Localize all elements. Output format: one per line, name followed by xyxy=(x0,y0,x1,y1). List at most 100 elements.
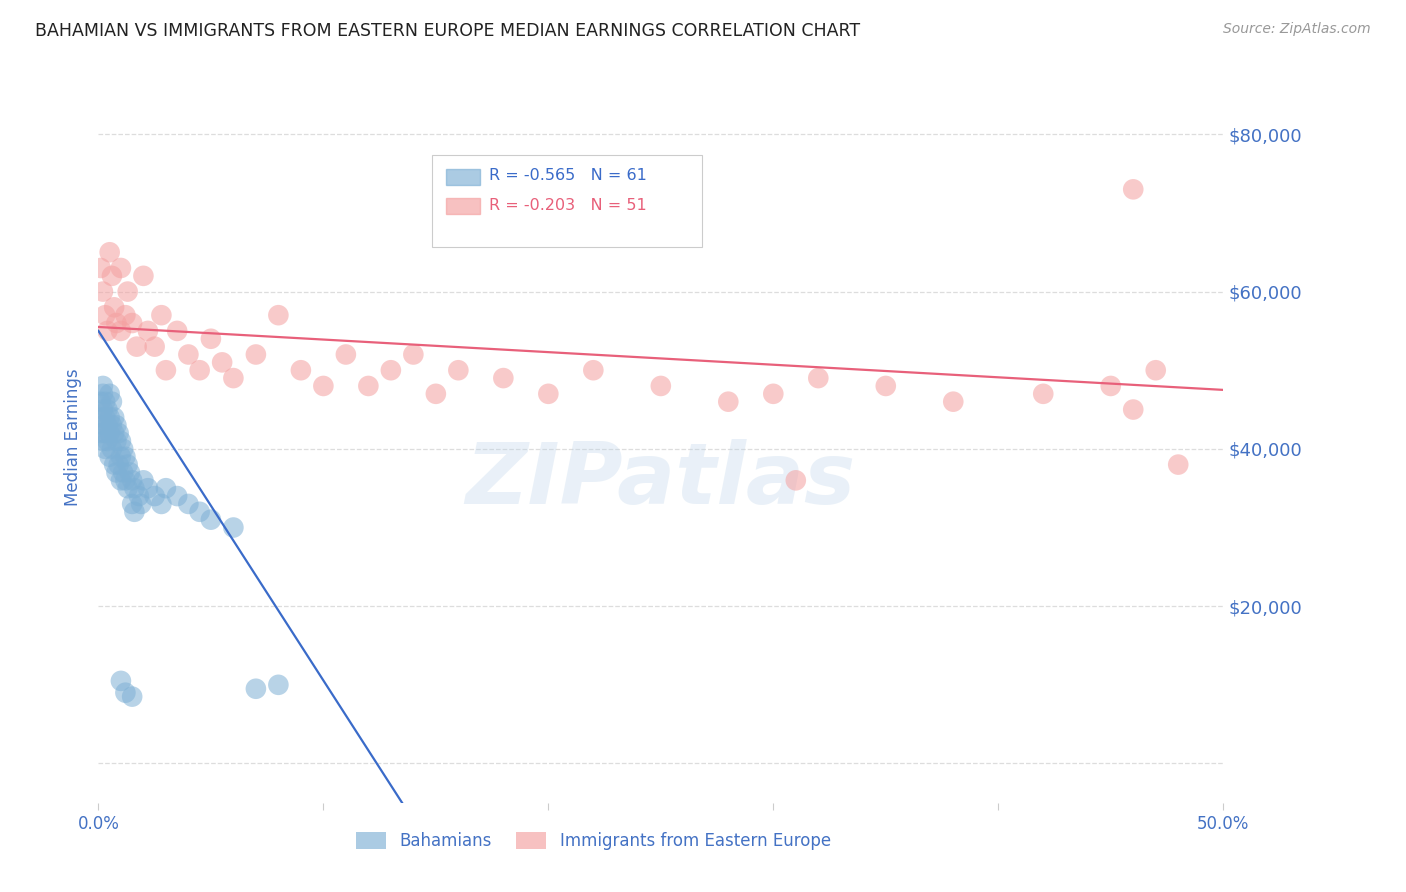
Point xyxy=(129,497,152,511)
Point xyxy=(94,410,117,425)
Point xyxy=(110,450,132,464)
Point xyxy=(136,324,159,338)
Point xyxy=(90,426,112,441)
Point xyxy=(222,371,245,385)
Point xyxy=(132,473,155,487)
Point xyxy=(94,442,117,456)
Point xyxy=(91,379,114,393)
Point xyxy=(98,387,121,401)
Point xyxy=(1167,458,1189,472)
Text: R = -0.565   N = 61: R = -0.565 N = 61 xyxy=(489,169,647,184)
Point xyxy=(103,301,125,315)
Point xyxy=(91,418,114,433)
Point xyxy=(101,268,124,283)
Point xyxy=(114,473,136,487)
Point xyxy=(290,363,312,377)
Point xyxy=(90,260,112,275)
Point xyxy=(107,426,129,441)
Point xyxy=(267,308,290,322)
Point xyxy=(103,458,125,472)
Point xyxy=(166,489,188,503)
Point xyxy=(1099,379,1122,393)
Point xyxy=(91,285,114,299)
Point xyxy=(132,268,155,283)
Point xyxy=(107,458,129,472)
Text: Source: ZipAtlas.com: Source: ZipAtlas.com xyxy=(1223,22,1371,37)
Point xyxy=(121,690,143,704)
Point xyxy=(200,332,222,346)
Point xyxy=(267,678,290,692)
Point xyxy=(335,347,357,361)
Point xyxy=(91,402,114,417)
Point xyxy=(312,379,335,393)
Point xyxy=(103,426,125,441)
Point xyxy=(124,481,146,495)
Point xyxy=(785,473,807,487)
Point xyxy=(143,340,166,354)
Point xyxy=(90,394,112,409)
Point xyxy=(650,379,672,393)
Point xyxy=(128,489,150,503)
Text: BAHAMIAN VS IMMIGRANTS FROM EASTERN EUROPE MEDIAN EARNINGS CORRELATION CHART: BAHAMIAN VS IMMIGRANTS FROM EASTERN EURO… xyxy=(35,22,860,40)
Point xyxy=(188,363,211,377)
Point xyxy=(245,681,267,696)
Point xyxy=(447,363,470,377)
Point xyxy=(94,308,117,322)
Point xyxy=(211,355,233,369)
Point xyxy=(537,387,560,401)
Point xyxy=(155,481,177,495)
Point xyxy=(425,387,447,401)
Point xyxy=(807,371,830,385)
Point xyxy=(110,434,132,448)
Point xyxy=(136,481,159,495)
Point xyxy=(101,394,124,409)
Point xyxy=(114,308,136,322)
Point xyxy=(245,347,267,361)
Point xyxy=(96,434,118,448)
Point xyxy=(112,442,135,456)
Point xyxy=(380,363,402,377)
Point xyxy=(91,387,114,401)
Point xyxy=(177,497,200,511)
Point xyxy=(155,363,177,377)
Point xyxy=(90,410,112,425)
Point xyxy=(357,379,380,393)
Point xyxy=(117,481,139,495)
Y-axis label: Median Earnings: Median Earnings xyxy=(65,368,83,506)
Point xyxy=(98,245,121,260)
Point xyxy=(1122,182,1144,196)
Point xyxy=(582,363,605,377)
Point xyxy=(222,520,245,534)
Bar xyxy=(446,198,479,214)
Point xyxy=(121,473,143,487)
Point xyxy=(110,673,132,688)
Point xyxy=(114,450,136,464)
Point xyxy=(110,473,132,487)
Point xyxy=(103,410,125,425)
Point xyxy=(96,402,118,417)
Point xyxy=(150,497,173,511)
Point xyxy=(105,316,128,330)
Point xyxy=(1122,402,1144,417)
Point xyxy=(101,442,124,456)
Point xyxy=(875,379,897,393)
Point xyxy=(110,260,132,275)
Point xyxy=(94,394,117,409)
Point xyxy=(112,466,135,480)
Point xyxy=(177,347,200,361)
Point xyxy=(492,371,515,385)
Point xyxy=(124,505,146,519)
Point xyxy=(125,340,148,354)
Point xyxy=(942,394,965,409)
Bar xyxy=(446,169,479,185)
Point xyxy=(91,434,114,448)
Point xyxy=(98,426,121,441)
Point xyxy=(402,347,425,361)
Point xyxy=(200,513,222,527)
Point xyxy=(98,410,121,425)
Point xyxy=(762,387,785,401)
Text: ZIPatlas: ZIPatlas xyxy=(465,440,856,523)
Point xyxy=(143,489,166,503)
Point xyxy=(101,418,124,433)
Point xyxy=(117,285,139,299)
